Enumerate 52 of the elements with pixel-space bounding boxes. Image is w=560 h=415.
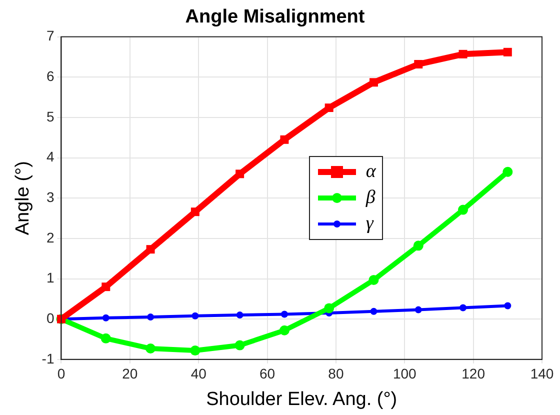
y-tick-label: 6	[46, 68, 54, 84]
point	[460, 304, 467, 312]
point	[192, 312, 199, 320]
point	[236, 170, 244, 178]
point	[369, 78, 378, 87]
x-tick-label: 20	[122, 366, 138, 382]
point	[503, 48, 512, 56]
x-tick-label: 80	[328, 366, 344, 382]
x-tick-label: 140	[530, 366, 554, 382]
point	[413, 240, 424, 251]
legend-label: β	[366, 187, 376, 210]
point	[368, 274, 379, 285]
x-tick-label: 120	[462, 366, 486, 382]
point	[234, 340, 245, 350]
point	[414, 306, 422, 314]
y-tick-label: 1	[46, 270, 54, 286]
point	[190, 208, 200, 216]
point	[100, 333, 111, 344]
point	[280, 310, 288, 318]
point	[190, 346, 200, 356]
point	[414, 60, 423, 68]
point	[102, 314, 110, 322]
x-axis-title: Shoulder Elev. Ang. (°)	[206, 388, 398, 410]
chart-title: Angle Misalignment	[185, 6, 366, 28]
point	[279, 325, 290, 336]
point	[146, 245, 155, 254]
point	[458, 204, 468, 215]
y-tick-label: 5	[46, 108, 54, 124]
y-tick-label: 7	[46, 28, 54, 44]
legend-label: α	[366, 161, 376, 184]
y-tick-label: 4	[46, 148, 54, 165]
point	[504, 302, 512, 310]
x-tick-label: 0	[57, 366, 66, 382]
y-tick-label: 2	[46, 229, 54, 246]
y-axis-title: Angle (°)	[12, 161, 34, 236]
x-tick-label: 100	[392, 366, 417, 382]
point	[280, 135, 289, 144]
point	[102, 282, 110, 292]
point	[370, 308, 378, 315]
point	[146, 344, 156, 354]
point	[324, 104, 334, 112]
x-tick-label: 40	[190, 366, 207, 382]
point	[458, 50, 468, 58]
point	[502, 166, 513, 177]
point	[324, 303, 334, 314]
y-tick-label: 0	[46, 310, 54, 326]
y-tick-label: -1	[42, 350, 54, 366]
x-tick-label: 60	[259, 366, 276, 382]
legend-label: γ	[366, 213, 374, 236]
point	[147, 314, 154, 321]
point	[236, 312, 244, 319]
y-tick-label: 3	[46, 188, 54, 205]
